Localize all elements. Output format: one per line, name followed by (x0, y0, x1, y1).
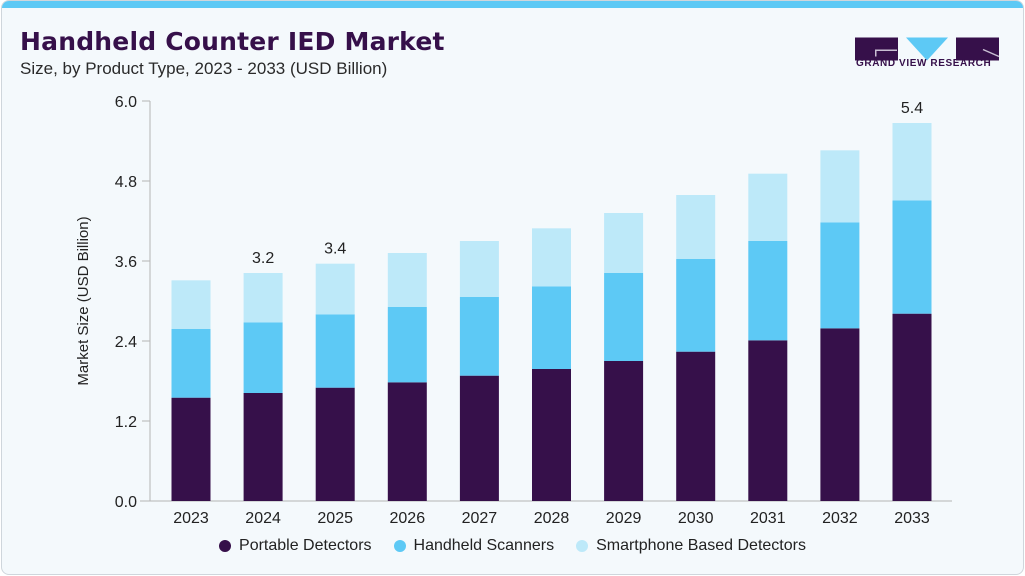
bar-handheld-scanners-2024 (243, 322, 283, 393)
bar-portable-detectors-2033 (892, 313, 932, 501)
bar-smartphone-based-detectors-2024 (243, 273, 283, 323)
y-tick-label: 1.2 (115, 414, 137, 431)
bar-portable-detectors-2028 (532, 369, 571, 501)
x-tick-label: 2030 (678, 510, 714, 527)
bar-portable-detectors-2026 (387, 382, 427, 501)
grand-view-research-logo (855, 37, 1000, 61)
legend-item: Portable Detectors (219, 537, 372, 555)
bar-portable-detectors-2025 (315, 387, 355, 501)
x-tick-label: 2026 (390, 510, 426, 527)
bar-handheld-scanners-2026 (387, 307, 427, 383)
x-tick-label: 2032 (822, 510, 858, 527)
accent-bar (2, 1, 1023, 8)
y-tick-label: 0.0 (115, 494, 137, 511)
legend-dot-icon (219, 540, 232, 552)
logo-text: GRAND VIEW RESEARCH (856, 58, 992, 69)
y-tick-label: 2.4 (115, 334, 137, 351)
bar-portable-detectors-2027 (459, 375, 499, 501)
x-tick-label: 2023 (173, 510, 209, 527)
bar-portable-detectors-2031 (748, 340, 788, 501)
bar-smartphone-based-detectors-2033 (892, 123, 932, 201)
bar-handheld-scanners-2033 (892, 200, 932, 314)
bar-portable-detectors-2032 (820, 328, 860, 501)
bar-handheld-scanners-2032 (820, 222, 860, 329)
x-tick-label: 2028 (534, 510, 570, 527)
y-tick-label: 6.0 (115, 94, 137, 111)
bar-smartphone-based-detectors-2029 (604, 213, 644, 273)
y-tick-label: 3.6 (115, 254, 137, 271)
bar-handheld-scanners-2028 (532, 286, 571, 369)
x-tick-label: 2033 (894, 510, 930, 527)
bar-portable-detectors-2029 (604, 361, 644, 501)
bar-handheld-scanners-2030 (676, 259, 716, 352)
bar-smartphone-based-detectors-2031 (748, 173, 788, 241)
x-tick-label: 2029 (606, 510, 642, 527)
chart-title: Handheld Counter IED Market (20, 27, 445, 56)
bar-portable-detectors-2030 (676, 351, 716, 501)
x-tick-label: 2027 (462, 510, 498, 527)
y-axis-title: Market Size (USD Billion) (75, 216, 92, 385)
legend-label: Portable Detectors (239, 537, 372, 554)
legend: Portable Detectors Handheld Scanners Smart… (0, 537, 1025, 555)
chart-subtitle: Size, by Product Type, 2023 - 2033 (USD … (20, 59, 388, 78)
bar-smartphone-based-detectors-2030 (676, 195, 716, 259)
bar-portable-detectors-2024 (243, 393, 283, 501)
bar-smartphone-based-detectors-2026 (387, 253, 427, 307)
bar-smartphone-based-detectors-2025 (315, 263, 355, 315)
bar-portable-detectors-2023 (171, 397, 211, 501)
legend-item: Handheld Scanners (393, 537, 555, 555)
x-tick-label: 2031 (750, 510, 786, 527)
legend-dot-icon (393, 540, 406, 552)
legend-item: Smartphone Based Detectors (576, 537, 806, 555)
bar-smartphone-based-detectors-2027 (459, 241, 499, 297)
y-tick-label: 4.8 (115, 174, 137, 191)
bar-smartphone-based-detectors-2028 (532, 228, 571, 287)
legend-label: Handheld Scanners (413, 537, 555, 554)
total-data-label: 5.4 (901, 100, 923, 117)
bar-smartphone-based-detectors-2023 (171, 280, 211, 329)
legend-dot-icon (576, 540, 589, 552)
bar-smartphone-based-detectors-2032 (820, 150, 860, 223)
bar-handheld-scanners-2025 (315, 314, 355, 388)
legend-label: Smartphone Based Detectors (596, 537, 806, 554)
total-data-label: 3.2 (252, 250, 274, 267)
bar-handheld-scanners-2029 (604, 273, 644, 361)
bar-handheld-scanners-2023 (171, 329, 211, 398)
total-data-label: 3.4 (324, 241, 346, 258)
bar-handheld-scanners-2031 (748, 241, 788, 341)
bar-handheld-scanners-2027 (459, 297, 499, 376)
x-tick-label: 2025 (317, 510, 353, 527)
x-tick-label: 2024 (245, 510, 281, 527)
